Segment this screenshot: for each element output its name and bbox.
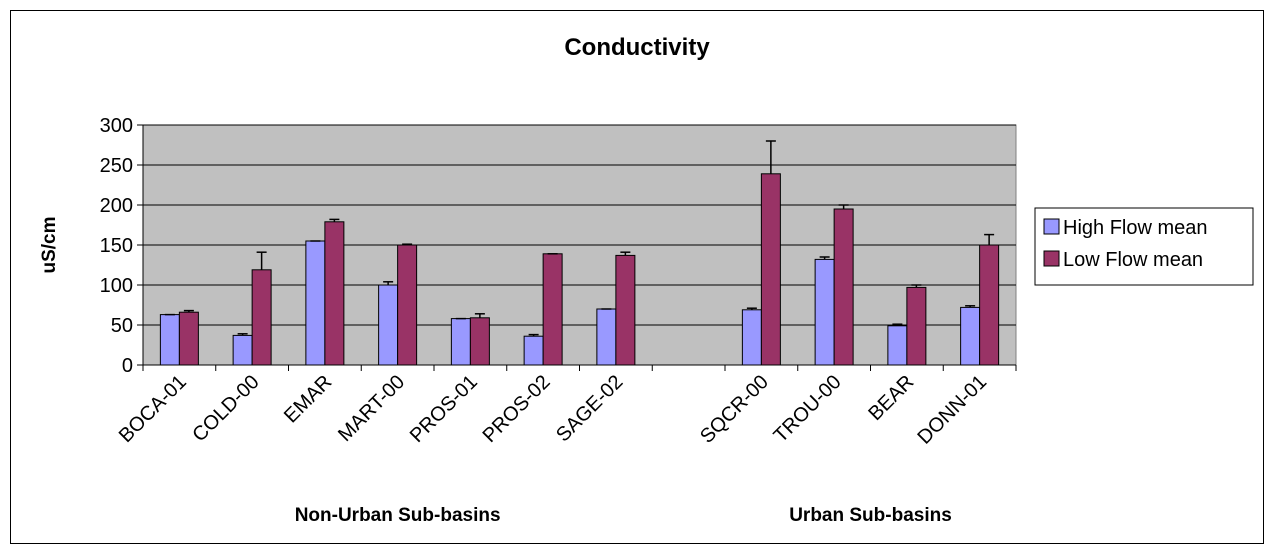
bar-high-flow xyxy=(378,284,399,366)
y-tick-label: 150 xyxy=(100,235,133,257)
x-tick-label: EMAR xyxy=(280,371,336,427)
bar-low-flow xyxy=(397,244,418,366)
y-tick-label: 250 xyxy=(100,155,133,177)
x-tick-label: SQCR-00 xyxy=(696,371,773,448)
legend-label: High Flow mean xyxy=(1063,217,1208,239)
y-tick-label: 50 xyxy=(111,315,133,337)
bar-low-flow xyxy=(542,253,563,366)
legend-swatch xyxy=(1043,218,1060,235)
bar-low-flow xyxy=(760,173,781,366)
bar-low-flow xyxy=(906,286,927,366)
group-label: Urban Sub-basins xyxy=(789,505,952,526)
x-tick-label: MART-00 xyxy=(334,371,409,446)
chart-area: Conductivity 0 50 100 150 200 250 300 BOCA-01 C… xyxy=(10,10,1264,544)
gridlines xyxy=(143,124,1016,326)
x-tick-label: BEAR xyxy=(864,371,918,425)
y-tick-label: 100 xyxy=(100,275,133,297)
legend-swatch xyxy=(1043,250,1060,267)
x-tick-label: COLD-00 xyxy=(188,371,263,446)
x-tick-label: TROU-00 xyxy=(770,371,846,447)
bar-low-flow xyxy=(178,311,199,366)
bar-low-flow xyxy=(615,254,636,366)
bar-low-flow xyxy=(469,317,490,366)
bar-high-flow xyxy=(159,314,180,366)
chart-canvas: Conductivity 0 50 100 150 200 250 300 BOCA-01C… xyxy=(39,34,1254,526)
group-labels: Non-Urban Sub-basins Urban Sub-basins xyxy=(295,505,952,526)
bar-high-flow xyxy=(305,240,326,366)
bar-high-flow xyxy=(960,306,981,366)
legend: High Flow mean Low Flow mean xyxy=(1034,207,1254,286)
legend-label: Low Flow mean xyxy=(1063,249,1203,271)
bar-low-flow xyxy=(833,208,854,366)
bar-high-flow xyxy=(596,308,617,366)
y-axis-label: uS/cm xyxy=(39,216,60,273)
x-tick-label: DONN-01 xyxy=(914,371,992,449)
x-tick-label: PROS-02 xyxy=(479,371,555,447)
bar-high-flow xyxy=(814,258,835,366)
y-tick-labels: 0 50 100 150 200 250 300 xyxy=(100,115,133,377)
bar-high-flow xyxy=(741,309,762,366)
y-tick-label: 200 xyxy=(100,195,133,217)
x-tick-label: SAGE-02 xyxy=(552,371,627,446)
bar-high-flow xyxy=(450,318,471,366)
x-tick-label: PROS-01 xyxy=(406,371,482,447)
chart-title: Conductivity xyxy=(564,34,710,61)
bar-low-flow xyxy=(979,244,1000,366)
error-bars xyxy=(164,140,995,337)
bar-low-flow xyxy=(251,269,272,366)
group-label: Non-Urban Sub-basins xyxy=(295,505,501,526)
bars xyxy=(159,173,1000,366)
bar-high-flow xyxy=(523,335,544,366)
bar-high-flow xyxy=(887,325,908,366)
y-tick-label: 300 xyxy=(100,115,133,137)
legend-box xyxy=(1034,207,1254,286)
axes xyxy=(137,124,1017,371)
y-tick-label: 0 xyxy=(122,355,133,377)
x-tick-label: BOCA-01 xyxy=(115,371,191,447)
bar-low-flow xyxy=(324,221,345,366)
bar-high-flow xyxy=(232,334,253,366)
